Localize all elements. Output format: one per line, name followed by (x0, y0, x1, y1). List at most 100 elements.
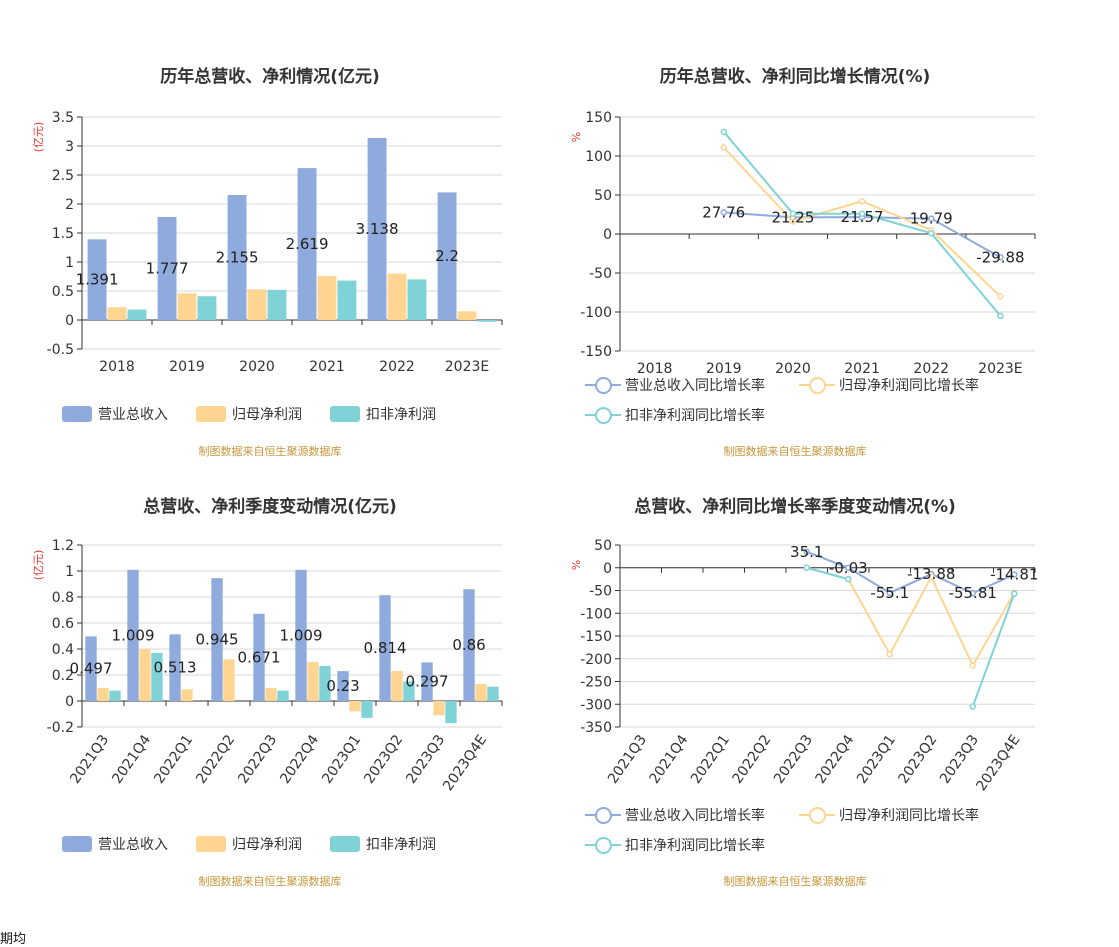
data-point (969, 703, 976, 710)
bar (457, 311, 477, 320)
y-tick-label: 0.5 (52, 284, 74, 300)
legend-swatch (330, 836, 360, 852)
bar (169, 634, 181, 701)
x-tick-label: 2020 (239, 359, 275, 375)
legend-item-revenue[interactable]: 营业总收入 (62, 834, 168, 854)
legend-item-net[interactable]: 归母净利润 (196, 404, 302, 424)
x-tick-label: 2023Q1 (854, 732, 899, 787)
x-tick-label: 2022 (379, 359, 415, 375)
x-tick-label: 2023Q3 (937, 732, 982, 787)
x-tick-label: 2021 (309, 359, 345, 375)
legend-swatch (196, 406, 226, 422)
legend-label: 归母净利润 (232, 407, 302, 423)
legend-item-deduct[interactable]: 扣非净利润 (330, 834, 436, 854)
data-point (928, 215, 935, 222)
x-tick-label: 2022Q4 (277, 732, 322, 787)
y-tick-label: 0.6 (52, 616, 74, 632)
bar (227, 195, 247, 320)
legend-label: 营业总收入同比增长率 (625, 378, 765, 394)
series-line (806, 566, 849, 581)
legend-item-net-growth[interactable]: 归母净利润同比增长率 (799, 375, 979, 395)
legend-item-deduct[interactable]: 扣非净利润 (330, 404, 436, 424)
data-label: 0.814 (364, 639, 407, 657)
y-tick-label: 50 (594, 188, 612, 204)
data-point (886, 589, 893, 597)
legend-item-net-growth[interactable]: 归母净利润同比增长率 (799, 805, 979, 825)
x-tick-label: 2022Q2 (730, 732, 775, 787)
x-tick-label: 2023E (978, 361, 1022, 377)
y-tick-label: 0.8 (52, 590, 74, 606)
data-label: 0.86 (452, 636, 485, 654)
bar (267, 289, 287, 320)
data-label: -13.88 (907, 565, 955, 583)
bar (211, 578, 223, 701)
data-label: 3.138 (356, 220, 399, 238)
data-label: 1.777 (146, 259, 189, 277)
y-tick-label: 150 (585, 110, 612, 126)
data-label: -0.03 (829, 559, 868, 577)
legend-marker (799, 377, 835, 394)
legend-label: 归母净利润同比增长率 (839, 808, 979, 824)
data-label: 35.1 (790, 543, 823, 561)
bar (223, 659, 235, 701)
legend-label: 扣非净利润同比增长率 (625, 838, 765, 854)
y-tick-label: -100 (580, 606, 612, 622)
x-tick-label: 2021Q4 (109, 732, 154, 787)
y-tick-label: 1.5 (52, 226, 74, 242)
x-tick-label: 2023Q3 (403, 732, 448, 787)
data-label: 1.009 (280, 626, 323, 644)
x-tick-label: 2023Q2 (896, 732, 941, 787)
bar (85, 636, 97, 701)
bar (487, 686, 499, 701)
bar (403, 681, 415, 701)
data-label: 1.391 (76, 271, 119, 289)
y-tick-label: 0.4 (52, 642, 74, 658)
legend-item-revenue-growth[interactable]: 营业总收入同比增长率 (585, 375, 765, 395)
data-label: 19.79 (910, 210, 953, 228)
quarterly-bar-chart: 1.210.80.60.40.20-0.22021Q32021Q42022Q12… (32, 538, 503, 794)
y-axis-unit: (亿元) (32, 122, 45, 153)
bar (127, 309, 147, 320)
legend-item-revenue-growth[interactable]: 营业总收入同比增长率 (585, 805, 765, 825)
quarterly-growth-line-chart: 50 0 -50 -100 -150 -200 -250 -300 -3502021Q32021… (570, 538, 1038, 794)
legend-item-revenue[interactable]: 营业总收入 (62, 404, 168, 424)
y-tick-label: 0 (603, 227, 612, 243)
bar (109, 690, 121, 701)
y-axis-unit: % (570, 560, 583, 570)
legend-item-net[interactable]: 归母净利润 (196, 834, 302, 854)
x-tick-label: 2023E (445, 359, 489, 375)
bar (247, 289, 267, 320)
legend-label: 营业总收入 (98, 837, 168, 853)
data-label: 21.57 (841, 208, 884, 226)
data-point (997, 293, 1004, 300)
data-point (997, 254, 1004, 261)
x-tick-label: 2023Q1 (319, 732, 364, 787)
annual-bar-chart: 3.5 3 2.5 2 1.5 1 0.5 0 -0.5 2018 2019 2020 2021 2022… (32, 110, 503, 375)
bar (127, 569, 139, 701)
series-line (806, 550, 1015, 595)
data-point (720, 209, 727, 216)
bar (265, 688, 277, 701)
data-point (928, 229, 935, 237)
y-tick-label: -200 (580, 652, 612, 668)
x-tick-label: 2023Q2 (361, 732, 406, 787)
bar (139, 649, 151, 701)
bar (307, 662, 319, 701)
legend-swatch (62, 836, 92, 852)
chart-title: 历年总营收、净利同比增长情况(%) (659, 67, 931, 87)
bar (433, 701, 445, 716)
y-tick-label: 100 (585, 149, 612, 165)
legend-marker (799, 807, 835, 824)
legend-label: 扣非净利润 (366, 407, 436, 423)
y-tick-label: 1 (65, 564, 74, 580)
source-note: 制图数据来自恒生聚源数据库 (723, 445, 867, 458)
x-tick-label: 2022Q1 (688, 732, 733, 787)
legend-item-deduct-growth[interactable]: 扣非净利润同比增长率 (585, 835, 765, 855)
legend-label: 营业总收入同比增长率 (625, 808, 765, 824)
legend-item-deduct-growth[interactable]: 扣非净利润同比增长率 (585, 405, 765, 425)
bar (317, 275, 337, 320)
y-tick-label: 0.2 (52, 668, 74, 684)
y-tick-label: -150 (580, 344, 612, 360)
data-label: 0.497 (70, 660, 113, 678)
bar (157, 216, 177, 320)
